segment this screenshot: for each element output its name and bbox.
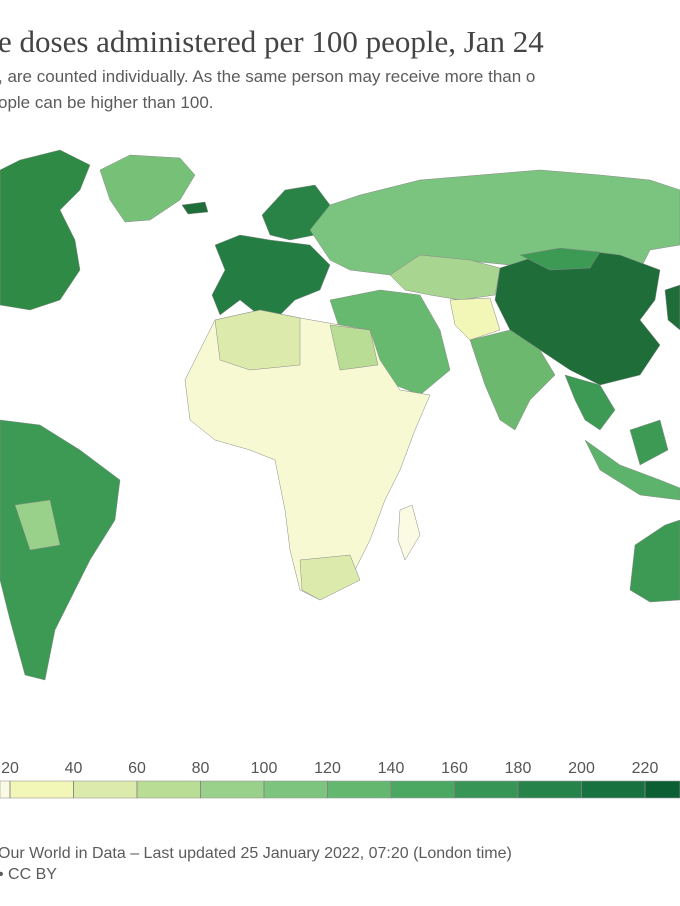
world-map bbox=[0, 149, 680, 681]
north-africa bbox=[214, 309, 301, 371]
legend-bin bbox=[200, 780, 265, 799]
greenland bbox=[99, 154, 196, 223]
se-asia bbox=[564, 374, 616, 431]
legend-tick-label: 140 bbox=[378, 760, 405, 777]
legend-bin bbox=[0, 780, 11, 799]
borneo bbox=[629, 419, 669, 466]
legend-tick-label: 120 bbox=[314, 760, 341, 777]
legend-bin bbox=[454, 780, 519, 799]
iceland bbox=[181, 201, 209, 215]
egypt bbox=[329, 324, 379, 371]
legend-bin bbox=[517, 780, 582, 799]
subtitle: , are counted individually. As the same … bbox=[0, 67, 535, 86]
australia bbox=[629, 519, 680, 603]
japan bbox=[664, 284, 680, 331]
bolivia bbox=[14, 499, 61, 551]
legend-tick-label: 40 bbox=[65, 760, 83, 777]
subtitle: ople can be higher than 100. bbox=[0, 93, 214, 112]
south-america bbox=[0, 419, 121, 681]
legend-bin bbox=[644, 780, 680, 799]
north-america bbox=[0, 149, 91, 311]
legend-bin bbox=[327, 780, 392, 799]
legend-bin bbox=[73, 780, 138, 799]
legend-tick-label: 100 bbox=[251, 760, 278, 777]
legend-bin bbox=[9, 780, 74, 799]
legend-tick-label: 220 bbox=[632, 760, 659, 777]
mongolia bbox=[519, 247, 601, 271]
legend-tick-label: 200 bbox=[568, 760, 595, 777]
europe bbox=[211, 234, 331, 321]
south-africa bbox=[299, 554, 361, 601]
footer-source: Our World in Data – Last updated 25 Janu… bbox=[0, 845, 512, 862]
footer-license: • CC BY bbox=[0, 866, 57, 883]
legend-tick-label: 80 bbox=[192, 760, 210, 777]
title: e doses administered per 100 people, Jan… bbox=[0, 24, 544, 59]
legend-bin bbox=[263, 780, 328, 799]
legend-tick-label: 160 bbox=[441, 760, 468, 777]
madagascar bbox=[397, 504, 421, 561]
legend-tick-label: 60 bbox=[128, 760, 146, 777]
legend-bin bbox=[136, 780, 201, 799]
legend: 20 40 60 80 100 120 140 160 180 200 220 bbox=[0, 760, 680, 799]
legend-bin bbox=[390, 780, 455, 799]
legend-tick-label: 180 bbox=[505, 760, 532, 777]
legend-bin bbox=[581, 780, 646, 799]
central-asia bbox=[389, 254, 501, 301]
indonesia bbox=[584, 439, 680, 501]
legend-tick-label: 20 bbox=[1, 760, 19, 777]
afghanistan bbox=[449, 297, 501, 341]
india bbox=[469, 329, 556, 431]
